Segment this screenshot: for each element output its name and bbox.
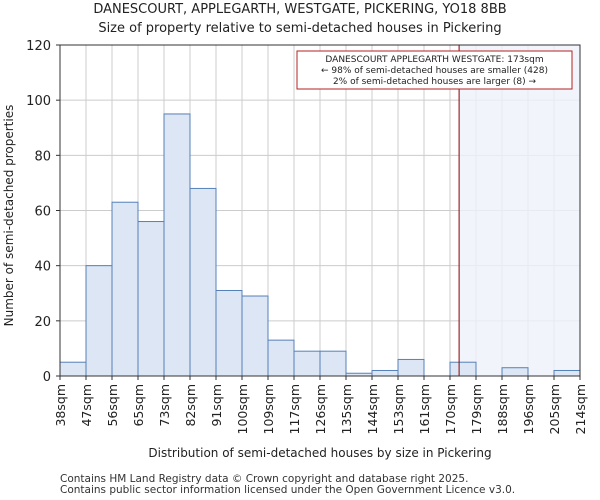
footer-copyright: Contains HM Land Registry data © Crown c… (60, 473, 469, 485)
histogram-bar (449, 361, 477, 377)
y-tick-label: 0 (43, 370, 51, 385)
chart-subtitle: Size of property relative to semi-detach… (98, 21, 502, 36)
histogram-bar (553, 369, 581, 377)
histogram-bar (241, 295, 269, 377)
annotation-line-1: DANESCOURT APPLEGARTH WESTGATE: 173sqm (325, 55, 543, 65)
x-tick-label: 56sqm (105, 384, 120, 427)
x-tick-label: 188sqm (495, 384, 510, 434)
x-tick-label: 65sqm (131, 384, 146, 427)
histogram-bar (293, 350, 321, 377)
histogram-bar (85, 265, 113, 377)
histogram-bar (137, 221, 165, 377)
x-tick-label: 109sqm (261, 384, 276, 434)
x-tick-label: 82sqm (183, 384, 198, 427)
x-tick-label: 47sqm (79, 384, 94, 427)
histogram-chart: 0 20 40 60 80 100 120 38sqm 47sqm 56sqm 65sqm 73sq… (2, 39, 588, 460)
footer-licence: Contains public sector information licen… (60, 484, 516, 496)
x-tick-label: 117sqm (287, 384, 302, 434)
x-tick-label: 170sqm (443, 384, 458, 434)
x-tick-label: 196sqm (521, 384, 536, 434)
x-tick-label: 73sqm (157, 384, 172, 427)
y-tick-label: 40 (34, 260, 51, 275)
histogram-bar (163, 113, 191, 377)
histogram-bar (371, 369, 399, 377)
x-tick-label: 214sqm (573, 384, 588, 434)
annotation-line-3: 2% of semi-detached houses are larger (8… (333, 77, 537, 87)
y-tick-label: 60 (34, 205, 51, 220)
chart-title: DANESCOURT, APPLEGARTH, WESTGATE, PICKER… (93, 2, 507, 17)
x-tick-label: 100sqm (235, 384, 250, 434)
histogram-bar (59, 361, 87, 377)
y-tick-label: 20 (34, 315, 51, 330)
histogram-bar (111, 201, 139, 377)
x-tick-label: 135sqm (339, 384, 354, 434)
y-tick-label: 80 (34, 149, 51, 164)
y-tick-label: 100 (26, 94, 51, 109)
histogram-bar (397, 358, 425, 377)
x-axis-label: Distribution of semi-detached houses by … (148, 446, 491, 460)
x-tick-label: 91sqm (209, 384, 224, 427)
x-tick-label: 179sqm (469, 384, 484, 434)
x-tick-label: 205sqm (547, 384, 562, 434)
histogram-bar (319, 350, 347, 377)
x-tick-label: 126sqm (313, 384, 328, 434)
y-tick-label: 120 (26, 39, 51, 54)
annotation-box: DANESCOURT APPLEGARTH WESTGATE: 173sqm ←… (296, 50, 573, 90)
annotation-line-2: ← 98% of semi-detached houses are smalle… (321, 66, 548, 76)
larger-properties-highlight (459, 45, 580, 376)
histogram-bar (267, 339, 295, 377)
x-tick-label: 144sqm (365, 384, 380, 434)
histogram-bar (215, 289, 243, 377)
histogram-bar (189, 187, 217, 377)
y-axis-label: Number of semi-detached properties (2, 105, 16, 327)
x-tick-label: 161sqm (417, 384, 432, 434)
x-tick-label: 153sqm (391, 384, 406, 434)
histogram-bar (501, 367, 529, 377)
x-tick-label: 38sqm (53, 384, 68, 427)
